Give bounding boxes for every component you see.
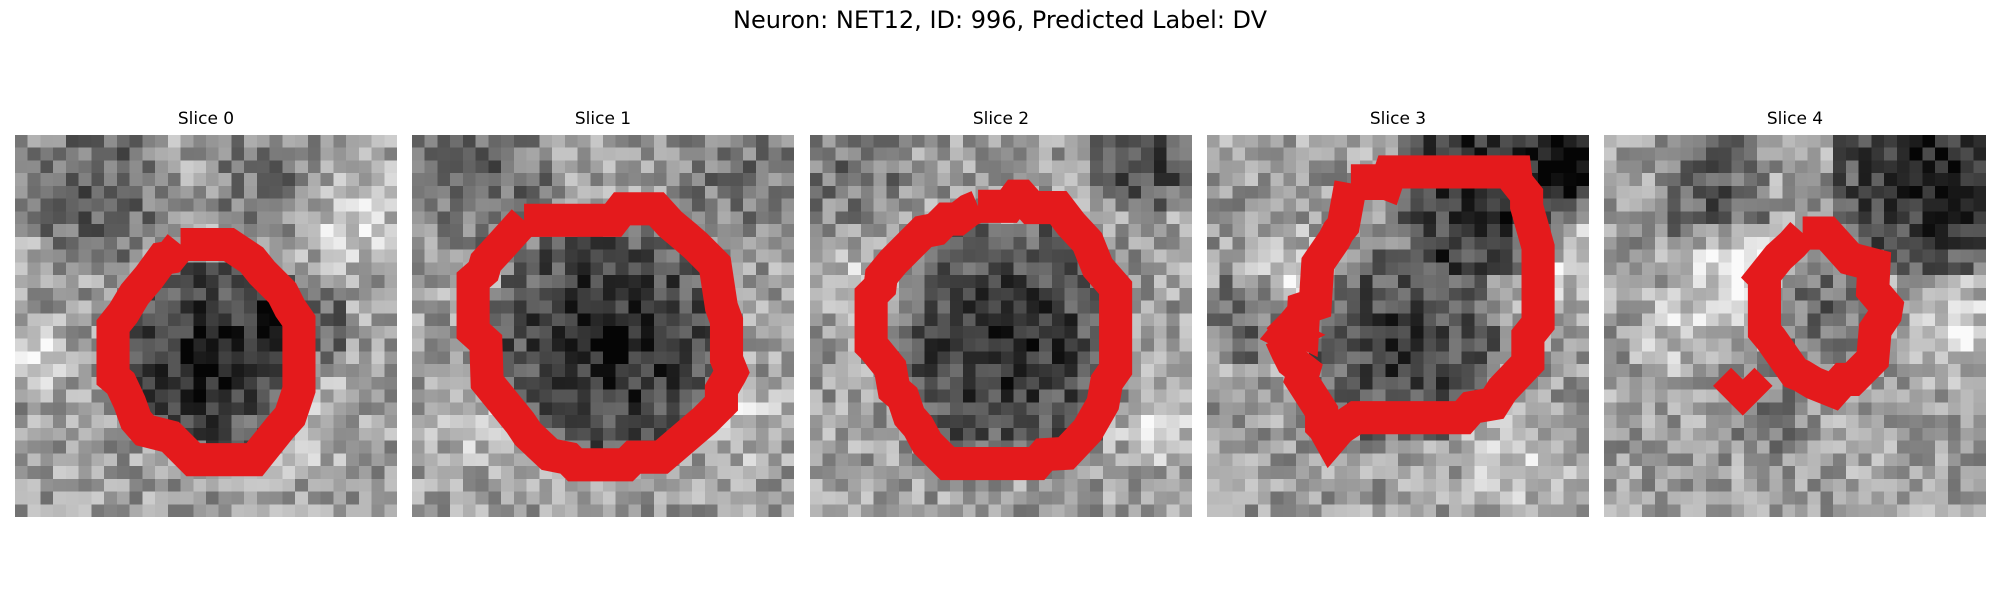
slice-image-3 (1207, 135, 1589, 517)
slice-image-2 (810, 135, 1192, 517)
panel-title-slice-1: Slice 1 (574, 109, 632, 129)
slice-image-4 (1604, 135, 1986, 517)
figure-title: Neuron: NET12, ID: 996, Predicted Label:… (732, 6, 1268, 34)
panel-title-slice-2: Slice 2 (972, 109, 1030, 129)
panel-title-slice-0: Slice 0 (177, 109, 235, 129)
panel-title-slice-3: Slice 3 (1369, 109, 1427, 129)
panel-title-slice-4: Slice 4 (1766, 109, 1824, 129)
slice-image-0 (15, 135, 397, 517)
slice-image-1 (412, 135, 794, 517)
